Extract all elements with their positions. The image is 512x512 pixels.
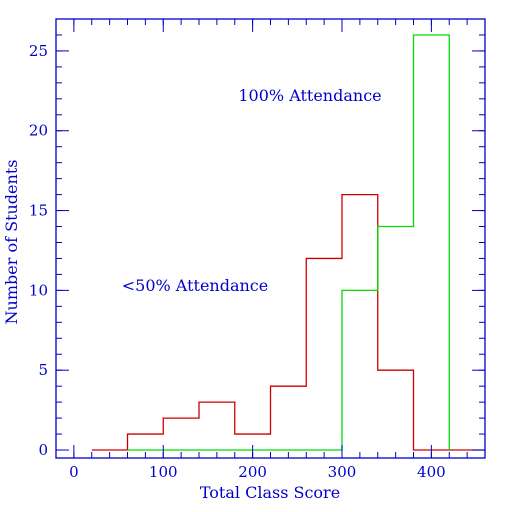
x-tick-label: 100	[149, 463, 178, 481]
axes-layer: 0 100 200 300 400 0 5 10 15 20 25	[29, 18, 486, 481]
x-tick-label: 300	[328, 463, 357, 481]
x-tick-label: 200	[238, 463, 267, 481]
series-layer	[91, 34, 485, 451]
y-axis-label: Number of Students	[2, 160, 21, 325]
y-tick-label: 25	[29, 42, 48, 60]
x-tick-label: 0	[69, 463, 79, 481]
y-tick-label: 20	[29, 122, 48, 140]
histogram-series-1	[127, 34, 450, 451]
y-tick-label: 5	[38, 361, 48, 379]
histogram-series-0	[91, 193, 485, 451]
annotation-under-50-attendance: <50% Attendance	[122, 276, 268, 295]
x-tick-label: 400	[417, 463, 446, 481]
y-tick-label: 15	[29, 202, 48, 220]
annotation-100-attendance: 100% Attendance	[238, 86, 381, 105]
x-axis-label: Total Class Score	[200, 483, 340, 502]
y-tick-label: 10	[29, 281, 48, 299]
y-tick-label: 0	[38, 441, 48, 459]
